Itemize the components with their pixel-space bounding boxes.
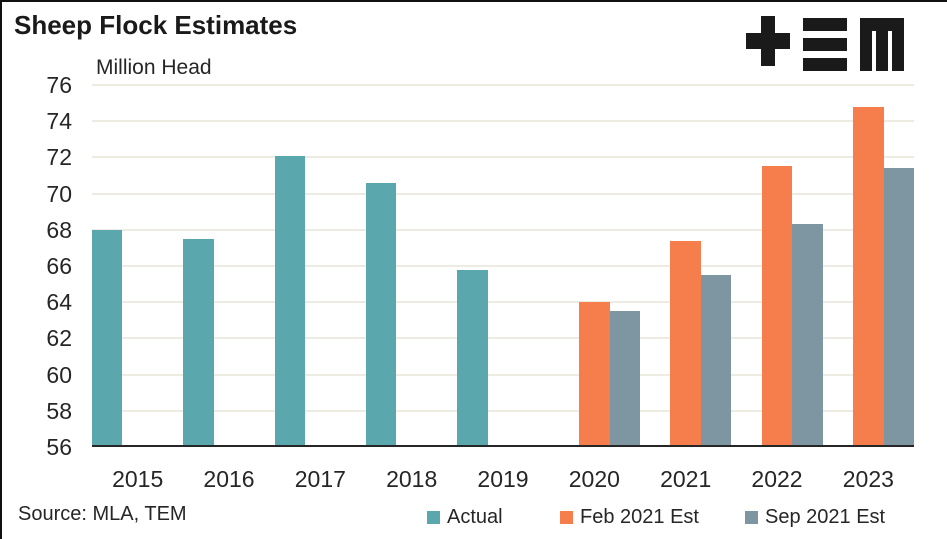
legend-swatch-icon: [560, 510, 573, 524]
bar-2021-sep-2021-est: [700, 275, 732, 445]
x-axis-line: [92, 445, 914, 447]
y-tick-label: 62: [46, 325, 72, 352]
gridline-72: [92, 156, 914, 159]
legend-label: Feb 2021 Est: [580, 505, 699, 528]
x-tick-label-2023: 2023: [842, 466, 894, 492]
x-tick-label-2018: 2018: [386, 466, 438, 492]
bar-2023-sep-2021-est: [883, 168, 914, 445]
gridline-66: [92, 265, 914, 267]
x-tick-label-2022: 2022: [751, 466, 803, 492]
gridline-68: [92, 228, 914, 231]
gridline-64: [92, 301, 914, 304]
bar-2017-actual: [274, 155, 306, 445]
gridline-58: [92, 409, 914, 412]
x-tick-label-2021: 2021: [660, 466, 712, 492]
legend-item-feb-2021-est: Feb 2021 Est: [560, 505, 699, 529]
bar-2018-actual: [366, 182, 397, 445]
gridline-62: [92, 337, 914, 340]
tem-logo-icon: [746, 16, 904, 71]
bar-2020-sep-2021-est: [609, 311, 640, 445]
y-tick-label: 60: [46, 361, 72, 388]
gridline-76: [92, 84, 914, 86]
y-tick-label: 70: [46, 180, 72, 207]
legend-swatch-icon: [745, 510, 758, 524]
x-tick-label-2017: 2017: [294, 466, 346, 492]
x-tick-label-2019: 2019: [477, 466, 529, 492]
x-tick-label-2020: 2020: [568, 466, 620, 492]
legend-label: Actual: [447, 505, 503, 528]
bar-2015-actual: [92, 229, 123, 445]
legend-label: Sep 2021 Est: [765, 505, 886, 528]
y-tick-label: 56: [46, 434, 72, 460]
gridline-74: [92, 120, 914, 123]
bar-2022-feb-2021-est: [761, 166, 793, 445]
gridline-70: [92, 192, 914, 195]
chart-title: Sheep Flock Estimates: [14, 10, 298, 40]
source-note: Source: MLA, TEM: [18, 503, 187, 525]
y-tick-label: 58: [46, 397, 72, 424]
y-tick-label: 72: [46, 144, 72, 171]
bar-2022-sep-2021-est: [792, 224, 823, 445]
gridline-60: [92, 373, 914, 376]
bar-2020-feb-2021-est: [579, 302, 610, 445]
y-tick-label: 64: [46, 289, 72, 316]
bar-2019-actual: [457, 269, 488, 445]
bar-2016-actual: [183, 238, 214, 445]
y-tick-label: 76: [46, 72, 72, 98]
x-tick-label-2015: 2015: [112, 466, 164, 492]
bar-2021-feb-2021-est: [670, 240, 701, 445]
plot-area: [92, 84, 914, 447]
legend-swatch-icon: [427, 510, 440, 524]
y-axis-title: Million Head: [96, 56, 212, 79]
bar-2023-feb-2021-est: [853, 106, 884, 445]
legend-item-actual: Actual: [427, 505, 503, 529]
x-tick-label-2016: 2016: [203, 466, 255, 492]
y-tick-label: 66: [46, 253, 72, 279]
y-tick-label: 68: [46, 216, 72, 243]
y-tick-label: 74: [46, 108, 72, 135]
legend-item-sep-2021-est: Sep 2021 Est: [745, 505, 885, 529]
